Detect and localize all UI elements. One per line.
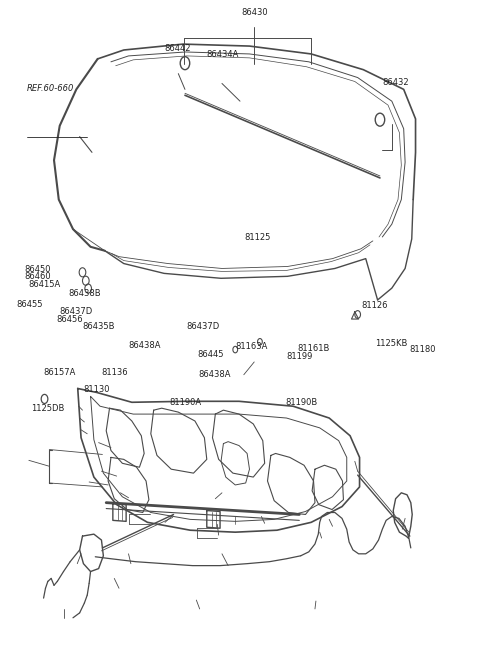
Text: 1125KB: 1125KB (375, 339, 408, 348)
Text: 86450: 86450 (24, 265, 50, 274)
Text: 81190A: 81190A (170, 398, 202, 407)
Text: 86157A: 86157A (43, 369, 75, 377)
Text: 86445: 86445 (197, 350, 224, 359)
Text: 81199: 81199 (287, 352, 313, 360)
Text: 86438B: 86438B (68, 289, 101, 297)
Text: 81190B: 81190B (285, 398, 317, 407)
Text: 86438A: 86438A (198, 370, 231, 379)
Text: 81180: 81180 (410, 345, 436, 354)
Text: 81136: 81136 (101, 369, 128, 377)
Text: 81163A: 81163A (235, 342, 268, 351)
Text: 81130: 81130 (84, 384, 110, 394)
Text: 81125: 81125 (245, 233, 271, 242)
Text: 86460: 86460 (24, 272, 51, 282)
Text: 81161B: 81161B (297, 344, 329, 353)
Text: 86435B: 86435B (83, 322, 115, 331)
Text: 86437D: 86437D (60, 307, 93, 316)
Text: 86455: 86455 (16, 300, 43, 309)
Text: 86456: 86456 (56, 314, 83, 324)
Text: 81126: 81126 (361, 301, 387, 310)
Text: 86442: 86442 (164, 44, 191, 53)
Text: 1125DB: 1125DB (31, 404, 65, 413)
Text: 86434A: 86434A (207, 50, 239, 59)
Text: 86415A: 86415A (29, 280, 61, 289)
Text: 86437D: 86437D (187, 322, 220, 331)
Text: REF.60-660: REF.60-660 (26, 84, 74, 93)
Text: 86438A: 86438A (129, 341, 161, 350)
Text: 86432: 86432 (383, 77, 409, 86)
Text: 86430: 86430 (241, 8, 267, 17)
